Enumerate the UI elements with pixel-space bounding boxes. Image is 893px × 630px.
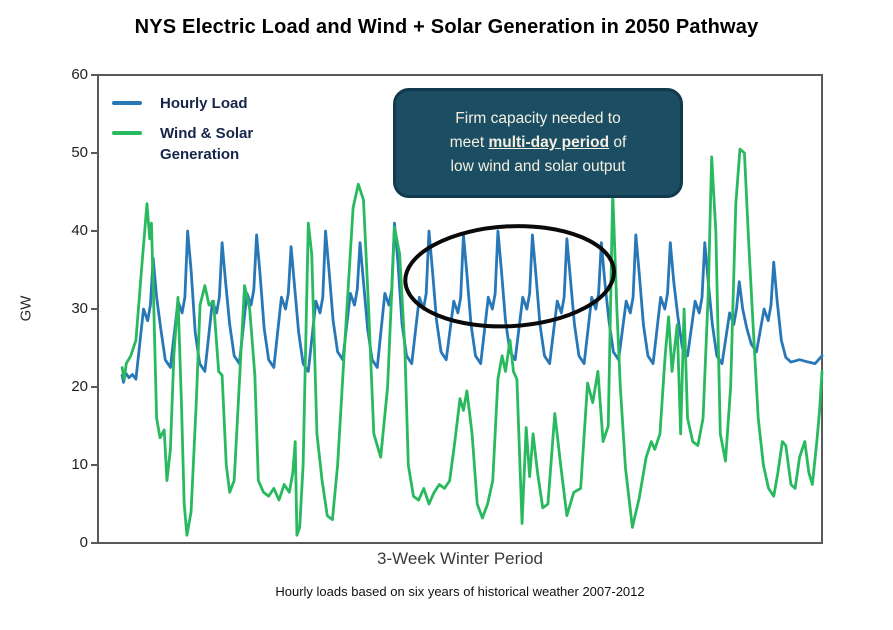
wind-solar-swatch-icon (112, 131, 142, 135)
callout-line-2-prefix: meet (449, 133, 489, 151)
y-tick-label: 0 (79, 534, 88, 551)
y-tick-label: 10 (71, 456, 88, 473)
y-axis-label: GW (17, 295, 35, 322)
wind-solar-line (120, 147, 824, 537)
legend-label-wind-solar: Wind & Solar Generation (160, 125, 254, 163)
callout-line-2-suffix: of (609, 133, 627, 151)
legend-item-wind-solar: Wind & Solar Generation (112, 123, 253, 165)
callout-line-3: low wind and solar output (450, 158, 626, 175)
y-tick-label: 30 (71, 300, 88, 317)
y-tick-label: 50 (71, 144, 88, 161)
callout-line-1: Firm capacity needed to (455, 109, 621, 127)
x-axis-label: 3-Week Winter Period (377, 549, 543, 568)
legend-label-hourly-load: Hourly Load (160, 95, 248, 112)
y-tick-label: 40 (71, 222, 88, 239)
footnote: Hourly loads based on six years of histo… (275, 584, 645, 599)
callout-line-2-emphasis: multi-day period (488, 133, 610, 151)
y-tick-label: 60 (71, 66, 88, 83)
legend-item-hourly-load: Hourly Load (112, 93, 253, 114)
legend: Hourly Load Wind & Solar Generation (112, 93, 253, 174)
chart-title: NYS Electric Load and Wind + Solar Gener… (134, 16, 759, 38)
hourly-load-swatch-icon (112, 101, 142, 105)
y-tick-label: 20 (71, 378, 88, 395)
annotation-callout-text: Firm capacity needed to meet multi-day p… (450, 107, 627, 179)
annotation-callout: Firm capacity needed to meet multi-day p… (393, 88, 683, 198)
highlight-ellipse (403, 224, 616, 329)
